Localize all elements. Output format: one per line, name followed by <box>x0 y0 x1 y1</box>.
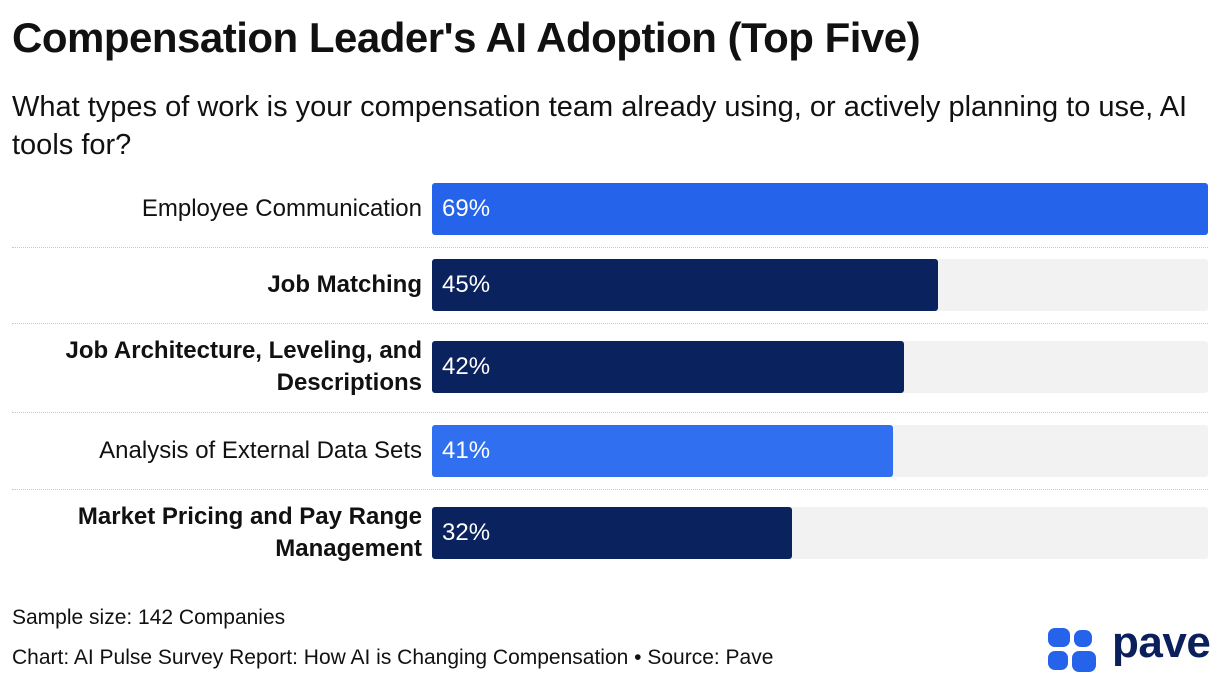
bar-value-label: 69% <box>442 195 491 222</box>
category-label: Job Architecture, Leveling, and Descript… <box>65 337 422 396</box>
chart-subtitle: What types of work is your compensation … <box>12 91 1188 161</box>
category-label: Analysis of External Data Sets <box>99 437 422 464</box>
row-divider <box>12 489 1208 490</box>
chart-title: Compensation Leader's AI Adoption (Top F… <box>12 14 921 61</box>
sample-size-note: Sample size: 142 Companies <box>12 606 286 629</box>
category-label: Market Pricing and Pay Range Management <box>77 503 422 562</box>
pave-logo-icon <box>1048 628 1096 672</box>
row-divider <box>12 323 1208 324</box>
pave-logo-text: pave <box>1112 618 1211 667</box>
category-label: Job Matching <box>267 271 422 298</box>
bar <box>432 259 938 311</box>
bar <box>432 183 1208 235</box>
row-divider <box>12 247 1208 248</box>
bar-value-label: 45% <box>442 271 491 298</box>
pave-logo: pave <box>1048 618 1211 672</box>
bar-value-label: 32% <box>442 519 491 546</box>
bar-value-label: 41% <box>442 437 491 464</box>
source-note: Chart: AI Pulse Survey Report: How AI is… <box>12 646 774 669</box>
category-label: Employee Communication <box>141 195 422 222</box>
bar <box>432 341 904 393</box>
bar <box>432 425 893 477</box>
row-divider <box>12 412 1208 413</box>
bar-value-label: 42% <box>442 353 491 380</box>
bar <box>432 507 792 559</box>
